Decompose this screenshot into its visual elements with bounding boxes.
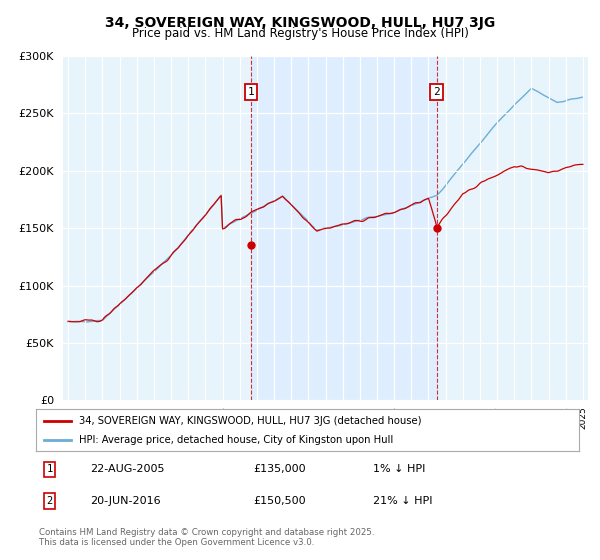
Text: 1% ↓ HPI: 1% ↓ HPI — [373, 464, 425, 474]
Text: 34, SOVEREIGN WAY, KINGSWOOD, HULL, HU7 3JG (detached house): 34, SOVEREIGN WAY, KINGSWOOD, HULL, HU7 … — [79, 416, 422, 426]
Text: 34, SOVEREIGN WAY, KINGSWOOD, HULL, HU7 3JG: 34, SOVEREIGN WAY, KINGSWOOD, HULL, HU7 … — [105, 16, 495, 30]
Text: HPI: Average price, detached house, City of Kingston upon Hull: HPI: Average price, detached house, City… — [79, 435, 394, 445]
Text: 22-AUG-2005: 22-AUG-2005 — [91, 464, 165, 474]
Text: £135,000: £135,000 — [253, 464, 306, 474]
Text: 2: 2 — [46, 496, 53, 506]
Text: Price paid vs. HM Land Registry's House Price Index (HPI): Price paid vs. HM Land Registry's House … — [131, 27, 469, 40]
Bar — [251, 56, 437, 400]
Text: 20-JUN-2016: 20-JUN-2016 — [91, 496, 161, 506]
Text: 1: 1 — [247, 87, 254, 97]
Text: 1: 1 — [46, 464, 53, 474]
Text: £150,500: £150,500 — [253, 496, 306, 506]
Text: Contains HM Land Registry data © Crown copyright and database right 2025.
This d: Contains HM Land Registry data © Crown c… — [39, 528, 374, 547]
Text: 2: 2 — [433, 87, 440, 97]
Text: 21% ↓ HPI: 21% ↓ HPI — [373, 496, 432, 506]
